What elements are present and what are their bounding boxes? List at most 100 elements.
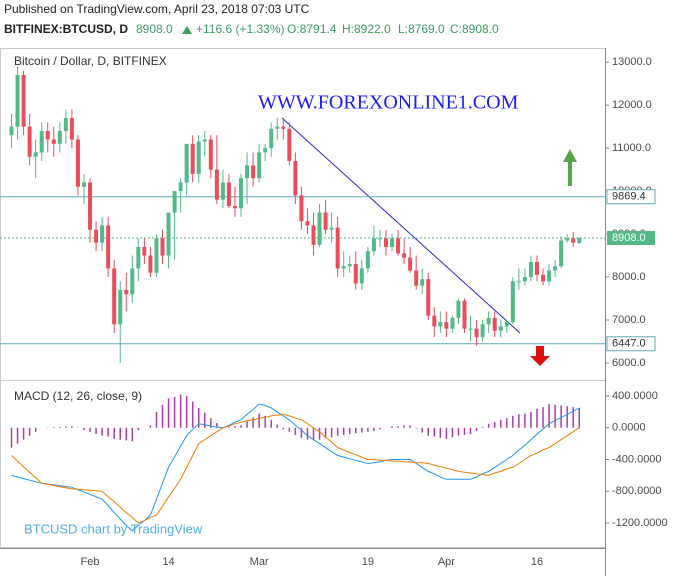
watermark: WWW.FOREXONLINE1.COM bbox=[258, 92, 519, 114]
x-tick-label: 19 bbox=[362, 556, 374, 568]
down-arrow bbox=[530, 346, 550, 366]
candle-body bbox=[21, 75, 26, 127]
candle-body bbox=[438, 322, 443, 327]
candle-body bbox=[565, 238, 570, 241]
level-label: 6447.0 bbox=[612, 338, 646, 350]
candle-body bbox=[51, 139, 56, 144]
candle-body bbox=[27, 126, 32, 157]
x-tick-label: 16 bbox=[531, 556, 543, 568]
candle-body bbox=[239, 178, 244, 209]
candle-body bbox=[571, 238, 576, 243]
ohlc-low: L:8769.0 bbox=[398, 22, 445, 36]
candle-body bbox=[432, 315, 437, 327]
candle-body bbox=[414, 270, 419, 286]
last-price-label: 8908.0 bbox=[612, 232, 646, 244]
candle-body bbox=[136, 246, 141, 269]
candle-body bbox=[269, 128, 274, 149]
x-tick-label: Apr bbox=[438, 556, 455, 568]
symbol: BITFINEX:BTCUSD, D bbox=[4, 22, 128, 36]
candle-body bbox=[172, 191, 177, 213]
candle-body bbox=[63, 118, 68, 131]
candle-body bbox=[359, 268, 364, 284]
candle-body bbox=[148, 255, 153, 273]
candle-body bbox=[184, 143, 189, 183]
x-tick-label: Feb bbox=[81, 556, 100, 568]
candle-body bbox=[112, 268, 117, 325]
candle-body bbox=[377, 238, 382, 240]
x-tick-label: 14 bbox=[162, 556, 174, 568]
y-tick-label: -800.0000 bbox=[612, 485, 662, 497]
candle-body bbox=[94, 229, 99, 243]
candle-body bbox=[353, 264, 358, 284]
candle-body bbox=[462, 300, 467, 329]
macd-line bbox=[11, 413, 580, 524]
candle-body bbox=[226, 182, 231, 207]
candle-body bbox=[9, 126, 14, 136]
candle-body bbox=[486, 317, 491, 325]
candle-body bbox=[323, 212, 328, 230]
last: 8908.0 bbox=[136, 22, 173, 36]
up-arrow bbox=[563, 149, 577, 186]
y-tick-label: 400.0000 bbox=[612, 390, 658, 402]
candle-body bbox=[130, 268, 135, 295]
candle-body bbox=[88, 182, 93, 230]
candle-body bbox=[160, 238, 165, 256]
macd-line bbox=[11, 403, 580, 532]
candle-body bbox=[311, 225, 316, 245]
level-label: 9869.4 bbox=[612, 191, 646, 203]
candle-body bbox=[402, 253, 407, 258]
y-tick-label: 12000.0 bbox=[612, 99, 652, 111]
candle-body bbox=[45, 130, 50, 140]
candle-body bbox=[396, 238, 401, 254]
trend-line bbox=[281, 117, 521, 334]
candle-body bbox=[81, 182, 86, 187]
candle-body bbox=[263, 148, 268, 153]
candle-body bbox=[214, 169, 219, 200]
x-tick-label: Mar bbox=[250, 556, 269, 568]
candle-body bbox=[305, 221, 310, 226]
candle-body bbox=[474, 328, 479, 338]
last-price-box bbox=[607, 231, 655, 246]
level-label-box bbox=[606, 189, 656, 205]
candle-body bbox=[534, 261, 539, 275]
candle-body bbox=[293, 161, 298, 196]
level-label-box bbox=[606, 336, 656, 352]
up-triangle bbox=[182, 26, 192, 34]
change: +116.6 (+1.33%) bbox=[196, 22, 285, 36]
candle-body bbox=[553, 266, 558, 271]
y-tick-label: 11000.0 bbox=[612, 142, 651, 154]
candle-body bbox=[329, 227, 334, 230]
ohlc-open: O:8791.4 bbox=[287, 22, 337, 36]
candle-body bbox=[299, 195, 304, 222]
y-tick-label: 8000.0 bbox=[612, 271, 646, 283]
candle-body bbox=[383, 238, 388, 247]
candle-body bbox=[251, 165, 256, 179]
candle-body bbox=[528, 261, 533, 278]
candle-body bbox=[547, 270, 552, 282]
y-tick-label: 13000.0 bbox=[612, 56, 652, 68]
candle-body bbox=[257, 152, 262, 179]
candle-body bbox=[232, 206, 237, 209]
candle-body bbox=[142, 246, 147, 256]
y-tick-label: -400.0000 bbox=[612, 453, 662, 465]
y-tick-label: -1200.0000 bbox=[612, 517, 668, 529]
candle-body bbox=[317, 212, 322, 245]
candle-body bbox=[178, 182, 183, 192]
candle-body bbox=[577, 238, 582, 244]
candle-body bbox=[33, 152, 38, 157]
candle-body bbox=[196, 141, 201, 174]
candle-body bbox=[275, 126, 280, 129]
candle-body bbox=[15, 75, 20, 127]
candle-body bbox=[559, 240, 564, 267]
candle-body bbox=[124, 289, 129, 295]
candle-body bbox=[522, 277, 527, 282]
candle-body bbox=[281, 126, 286, 129]
candle-body bbox=[166, 212, 171, 256]
candle-body bbox=[480, 324, 485, 338]
macd-title: MACD (12, 26, close, 9) bbox=[14, 389, 142, 403]
candle-body bbox=[365, 251, 370, 269]
candle-body bbox=[444, 322, 449, 329]
candle-body bbox=[75, 139, 80, 187]
candle-body bbox=[390, 238, 395, 247]
